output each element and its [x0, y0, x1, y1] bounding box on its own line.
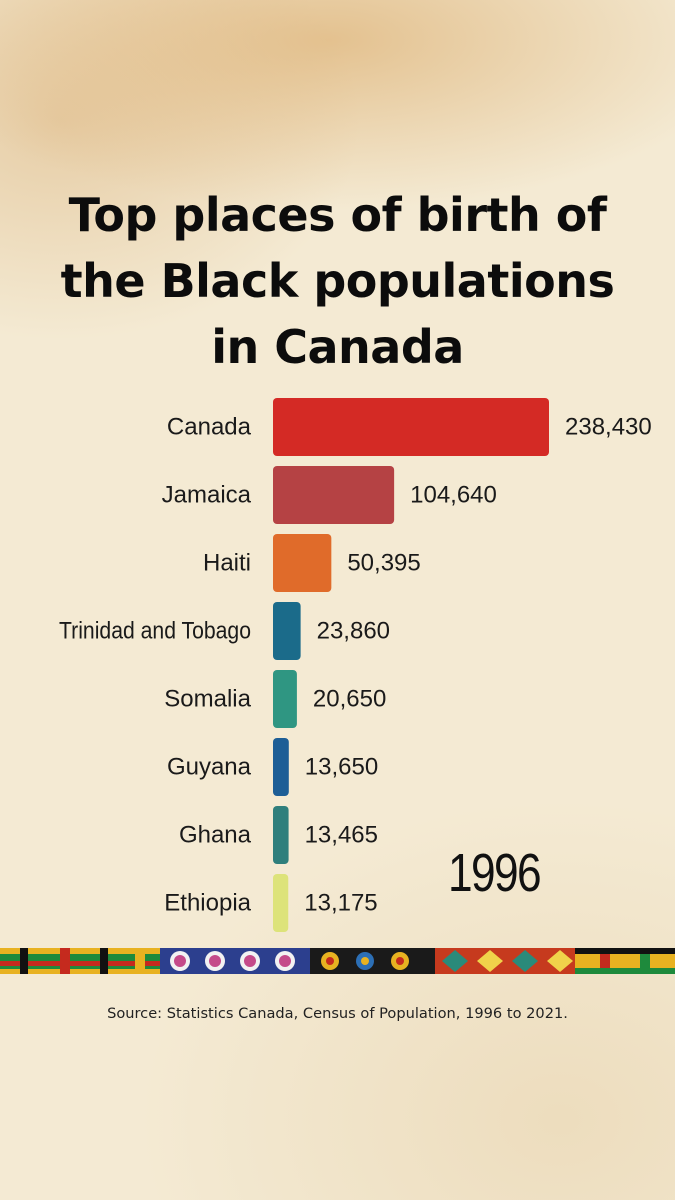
value-label: 13,175 [304, 890, 377, 917]
category-label: Canada [167, 414, 252, 441]
bar-ghana [273, 806, 289, 864]
bar-chart: Canada 238,430 Jamaica 104,640 Haiti 50,395 Tr… [59, 398, 652, 932]
diamond-pattern [435, 948, 575, 974]
category-label: Jamaica [162, 482, 252, 509]
value-label: 20,650 [313, 686, 386, 713]
value-label: 104,640 [410, 482, 497, 509]
category-label: Trinidad and Tobago [59, 618, 251, 645]
category-label: Somalia [164, 686, 251, 713]
decorative-pattern-band [0, 948, 675, 974]
bar-somalia [273, 670, 297, 728]
bar-ethiopia [273, 874, 289, 932]
category-label: Ghana [179, 822, 252, 849]
chart-title: Top places of birth of the Black populat… [0, 182, 675, 380]
category-label: Haiti [203, 550, 251, 577]
title-line-1: Top places of birth of [68, 188, 607, 242]
bar-canada [273, 398, 549, 456]
kente-pattern [0, 948, 160, 974]
title-line-2: the Black populations [60, 254, 615, 308]
source-note: Source: Statistics Canada, Census of Pop… [107, 1005, 568, 1022]
value-label: 13,650 [305, 754, 378, 781]
bar-guyana [273, 738, 289, 796]
year-label: 1996 [448, 843, 542, 903]
title-line-3: in Canada [211, 320, 464, 374]
value-label: 238,430 [565, 414, 652, 441]
category-label: Ethiopia [164, 890, 251, 917]
category-label: Guyana [167, 754, 252, 781]
wax-print-pattern [310, 948, 435, 974]
scallop-pattern [160, 948, 310, 974]
kente-tail-pattern [575, 948, 675, 974]
bar-haiti [273, 534, 332, 592]
bar-trinidad-and-tobago [273, 602, 301, 660]
value-label: 23,860 [317, 618, 390, 645]
value-label: 50,395 [347, 550, 420, 577]
bar-jamaica [273, 466, 395, 524]
value-label: 13,465 [305, 822, 378, 849]
